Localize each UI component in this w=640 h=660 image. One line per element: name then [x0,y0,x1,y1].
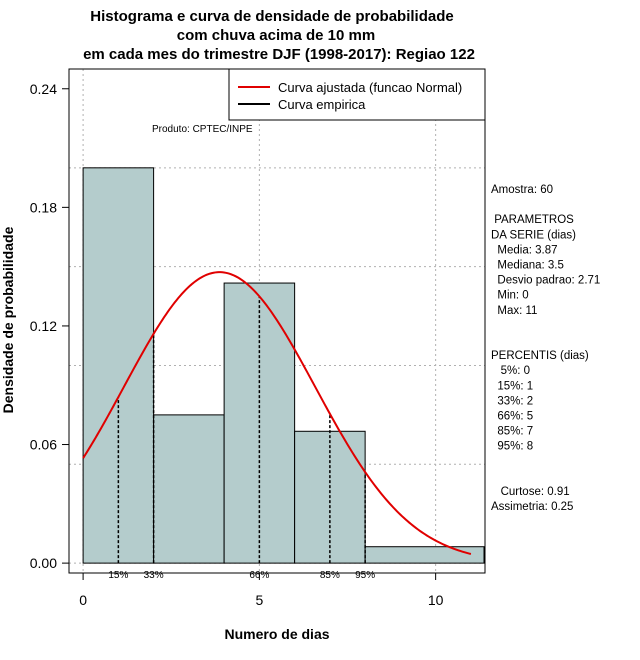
stats-line: Curtose: 0.91 [491,486,570,498]
title-line-2: com chuva acima de 10 mm [177,27,375,44]
normal-fit-curve [82,271,472,555]
title-line-3: em cada mes do trimestre DJF (1998-2017)… [83,46,475,63]
x-tick-label: 5 [255,592,263,608]
stats-line: Amostra: 60 [491,184,553,196]
stats-line: Max: 11 [491,305,537,317]
percentile-label: 15% [108,570,128,581]
legend-box [228,68,486,121]
title-line-1: Histograma e curva de densidade de proba… [90,8,453,25]
x-tick-label: 10 [428,592,444,608]
y-tick-label: 0.06 [30,437,57,453]
legend: Curva ajustada (funcao Normal) Curva empi… [228,68,486,121]
stats-line: Mediana: 3.5 [491,260,564,272]
product-label: Produto: CPTEC/INPE [152,124,253,135]
histogram-bar [364,546,485,564]
stats-line: Media: 3.87 [491,244,557,256]
stats-line: Desvio padrao: 2.71 [491,275,600,287]
y-axis-title: Densidade de probabilidade [0,226,16,413]
stats-line: 33%: 2 [491,395,533,407]
legend-label: Curva ajustada (funcao Normal) [278,80,462,95]
chart-title: Histograma e curva de densidade de proba… [83,8,475,63]
stats-line: 95%: 8 [491,441,533,453]
histogram-bars [82,167,485,564]
stats-line: PARAMETROS [491,214,574,226]
histogram-bar [82,167,155,564]
stats-line: Min: 0 [491,290,529,302]
axes: 0.00 0.06 0.12 0.18 0.24 0 5 10 Numero de dias De… [0,81,444,642]
x-axis-title: Numero de dias [224,626,329,642]
legend-label: Curva empirica [278,97,366,112]
y-tick-label: 0.18 [30,199,57,215]
stats-line: 5%: 0 [491,365,530,377]
histogram-bar [153,414,225,564]
percentile-label: 33% [144,570,164,581]
y-tick-label: 0.12 [30,318,57,334]
x-tick-label: 0 [79,592,87,608]
stats-line: Assimetria: 0.25 [491,501,573,513]
stats-line: 85%: 7 [491,426,533,438]
percentile-label: 95% [355,570,375,581]
stats-line: 66%: 5 [491,411,533,423]
stats-line: 15%: 1 [491,380,533,392]
y-tick-label: 0.00 [30,555,57,571]
normal-fit-line [82,271,472,555]
percentile-label: 85% [320,570,340,581]
y-tick-label: 0.24 [30,81,57,97]
statistics-panel: Amostra: 60 PARAMETROS DA SERIE (dias) Me… [491,184,600,513]
stats-line: DA SERIE (dias) [491,229,576,241]
stats-line: PERCENTIS (dias) [491,350,589,362]
